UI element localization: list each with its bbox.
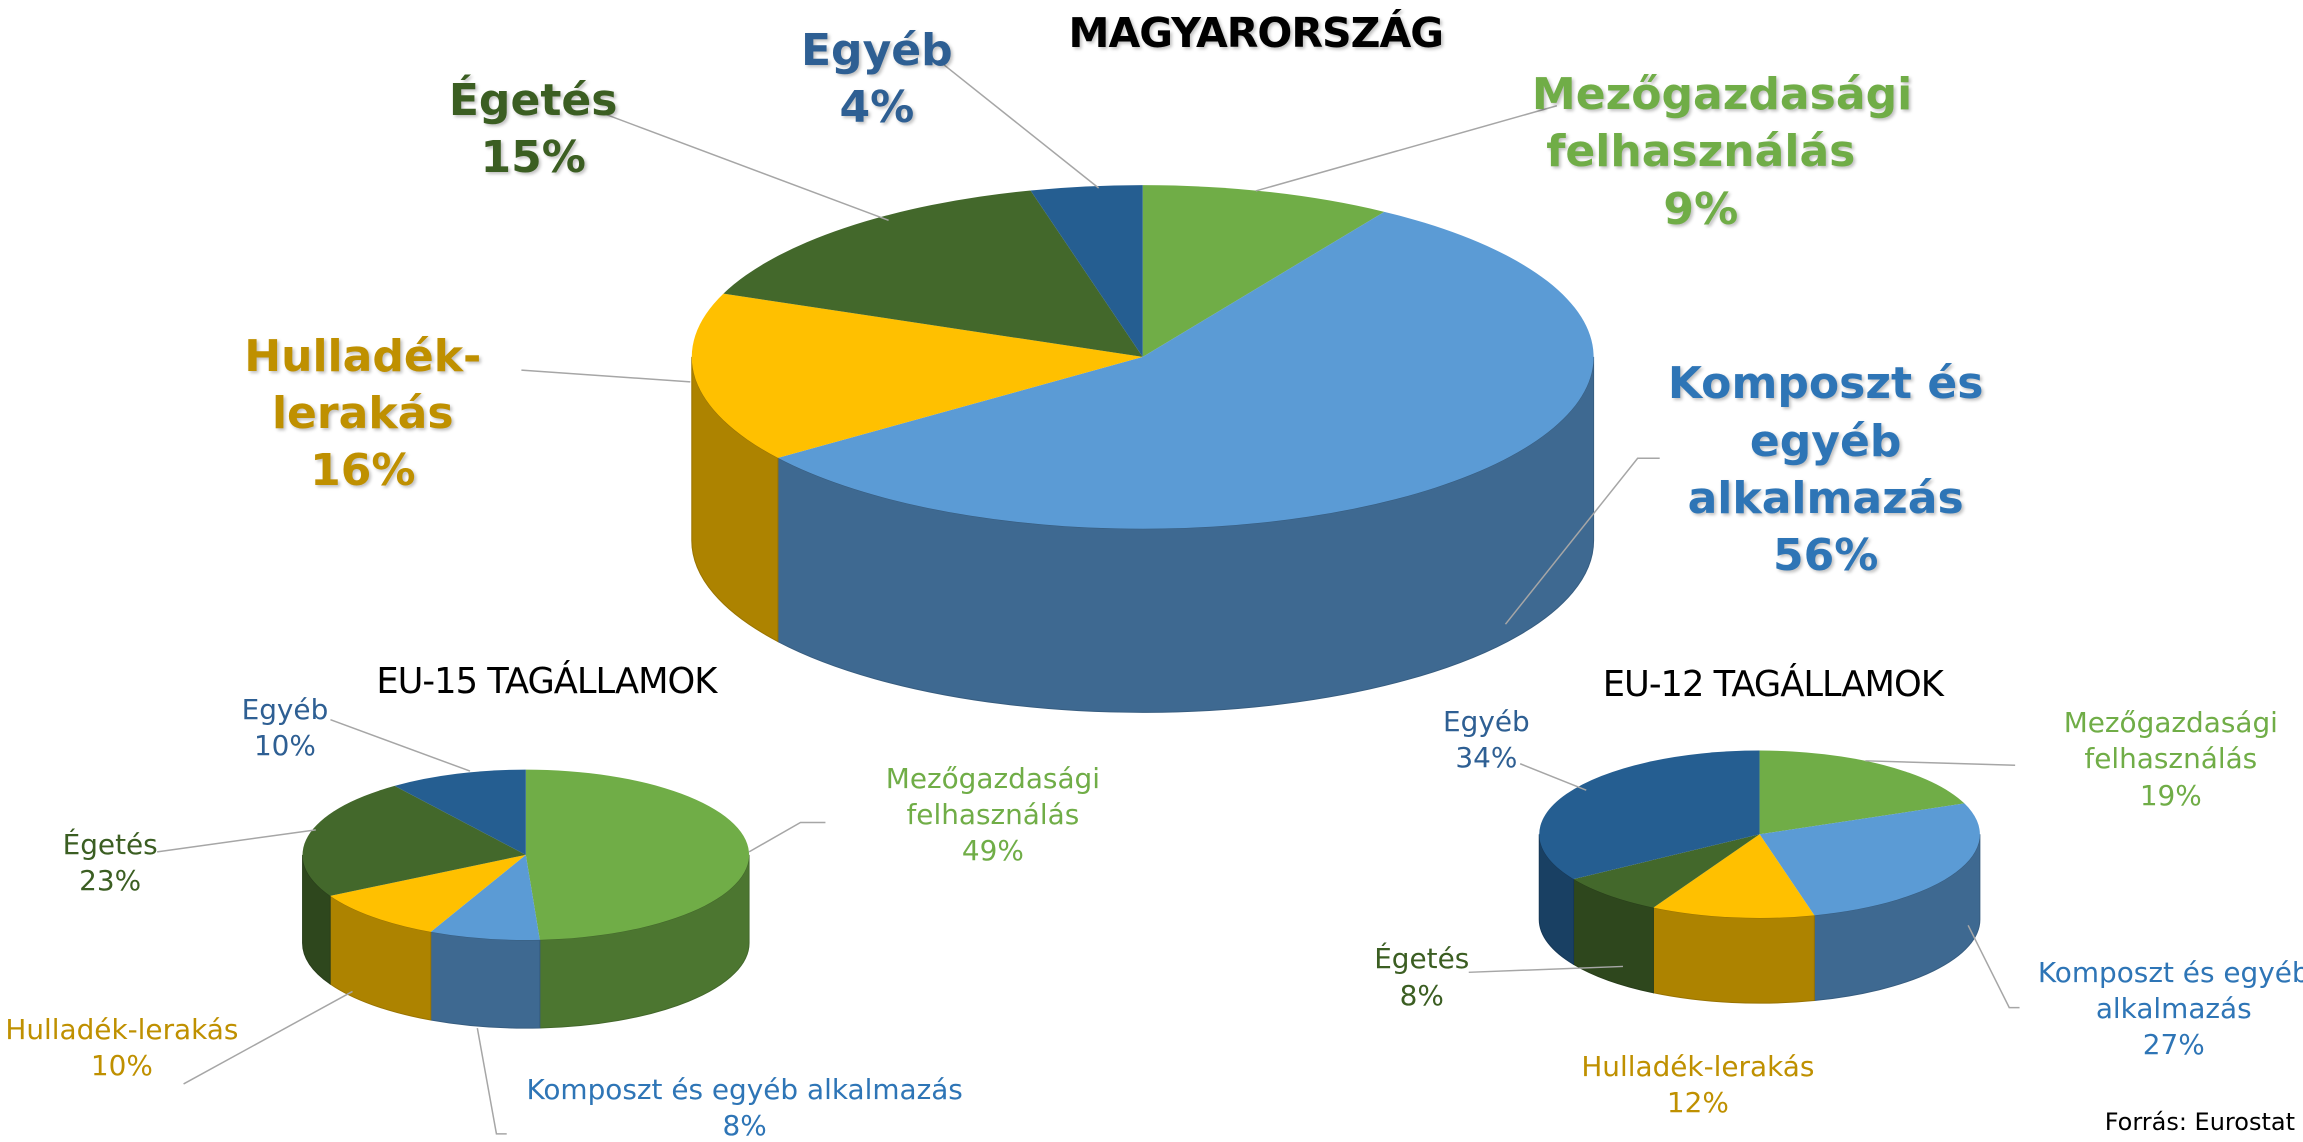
leader-line	[1967, 924, 2020, 1009]
slice	[302, 785, 526, 896]
data-label: Égetés 23%	[37, 827, 184, 900]
label-value: 56%	[1772, 530, 1879, 582]
slice	[777, 211, 1594, 529]
leader-line	[1504, 457, 1660, 625]
label-value: 27%	[2142, 1028, 2205, 1062]
label-value: 12%	[1666, 1085, 1729, 1119]
label-value: 34%	[1455, 740, 1518, 774]
data-label: Hulladék-lerakás 16%	[172, 328, 554, 500]
data-label: Mezőgazdasági felhasználás 49%	[875, 761, 1110, 870]
label-value: 10%	[90, 1049, 153, 1083]
slice	[525, 769, 750, 940]
leader-line	[1468, 965, 1623, 974]
slice	[691, 293, 1143, 458]
leader-line	[939, 61, 1100, 189]
slice	[1142, 185, 1385, 357]
label-value: 4%	[839, 82, 915, 134]
slice	[1759, 750, 1965, 835]
leader-line	[521, 369, 691, 383]
data-label: Komposzt és egyéb alkalmazás 56%	[1649, 355, 2002, 584]
label-name: Hulladék-lerakás	[1581, 1049, 1815, 1083]
leader-line	[748, 821, 826, 853]
leader-line	[601, 112, 889, 222]
slice	[330, 854, 526, 932]
label-name: Egyéb	[241, 692, 329, 726]
label-value: 8%	[1399, 978, 1444, 1012]
label-value: 19%	[2139, 778, 2202, 812]
slice	[1030, 185, 1143, 357]
slice	[1653, 834, 1815, 918]
slice-side	[430, 931, 541, 1029]
label-name: Égetés	[448, 74, 618, 126]
label-name: Komposzt és egyéb alkalmazás	[1667, 358, 1984, 524]
data-label: Égetés 8%	[1348, 941, 1495, 1014]
leader-line	[183, 990, 353, 1085]
label-value: 49%	[961, 834, 1024, 868]
label-name: Mezőgazdasági felhasználás	[885, 761, 1100, 832]
leader-line	[1519, 763, 1587, 791]
label-name: Egyéb	[800, 25, 953, 77]
label-name: Mezőgazdasági felhasználás	[1531, 69, 1913, 178]
data-label: Egyéb 34%	[1413, 704, 1560, 777]
leader-line	[476, 1027, 507, 1135]
source: Forrás: Eurostat	[2104, 1107, 2295, 1136]
leader-line	[1865, 760, 2016, 766]
data-label: Egyéb 4%	[789, 22, 965, 137]
data-label: Komposzt és egyéb alkalmazás 8%	[510, 1072, 980, 1142]
data-label: Hulladék-lerakás 10%	[0, 1012, 269, 1085]
label-name: Égetés	[62, 827, 158, 861]
slice-side	[1652, 906, 1815, 1004]
leader-line	[157, 829, 316, 853]
chart-title: MAGYARORSZÁG	[1068, 8, 1444, 57]
label-name: Hulladék-lerakás	[244, 330, 482, 439]
label-value: 23%	[79, 864, 142, 898]
label-name: Mezőgazdasági felhasználás	[2063, 706, 2278, 776]
label-name: Égetés	[1374, 942, 1470, 976]
data-label: Hulladék-lerakás 12%	[1551, 1049, 1845, 1122]
slice	[1759, 803, 1980, 916]
data-label: Mezőgazdasági felhasználás 9%	[1531, 66, 1913, 238]
slice	[1539, 750, 1760, 880]
slice	[1573, 834, 1760, 908]
data-label: Mezőgazdasági felhasználás 19%	[2053, 705, 2288, 814]
label-name: Komposzt és egyéb alkalmazás	[2037, 955, 2303, 1025]
chart-title: EU-12 TAGÁLLAMOK	[1602, 663, 1944, 705]
label-value: 9%	[1663, 183, 1739, 235]
label-value: 15%	[480, 132, 586, 184]
chart-title: EU-15 TAGÁLLAMOK	[376, 660, 717, 702]
slice	[394, 769, 526, 855]
label-name: Egyéb	[1443, 704, 1530, 738]
label-value: 8%	[722, 1109, 767, 1142]
label-name: Hulladék-lerakás	[5, 1012, 239, 1046]
leader-line	[330, 718, 471, 772]
leader-line	[1255, 105, 1558, 192]
slice	[723, 190, 1143, 357]
data-label: Egyéb 10%	[212, 692, 359, 765]
slice	[430, 854, 540, 941]
data-label: Égetés 15%	[445, 72, 621, 187]
data-label: Komposzt és egyéb alkalmazás 27%	[2034, 955, 2303, 1064]
label-value: 16%	[310, 445, 416, 497]
label-value: 10%	[253, 729, 316, 763]
label-name: Komposzt és egyéb alkalmazás	[526, 1073, 963, 1107]
